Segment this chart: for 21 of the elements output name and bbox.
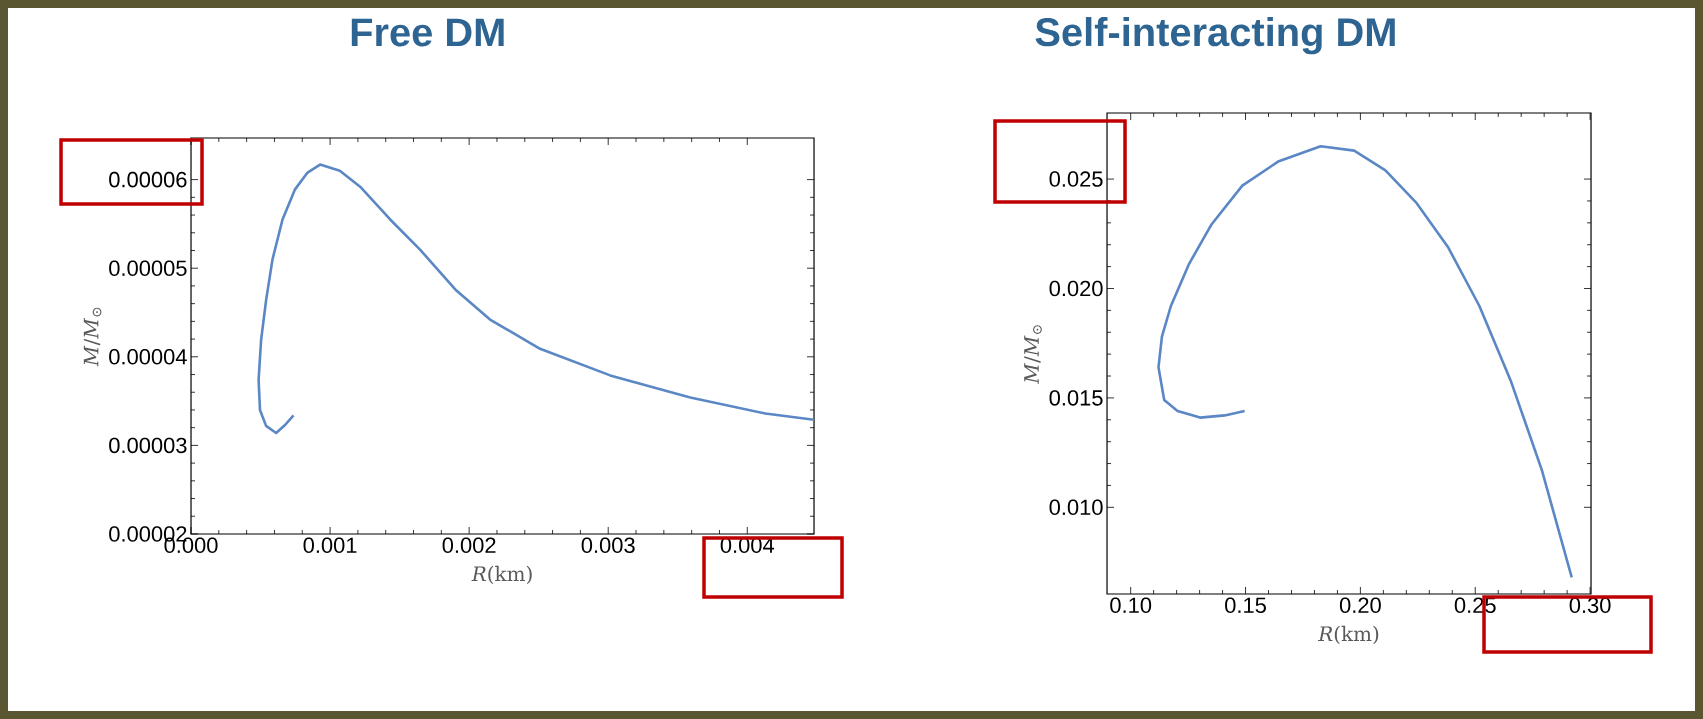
x-tick-label: 0.15 bbox=[1225, 597, 1266, 614]
y-tick-label: 0.010 bbox=[1049, 499, 1103, 516]
x-tick-label: 0.10 bbox=[1110, 597, 1152, 614]
y-tick-label: 0.025 bbox=[1049, 171, 1103, 187]
x-tick-label: 0.20 bbox=[1339, 597, 1381, 614]
y-tick-label: 0.00003 bbox=[109, 437, 187, 454]
x-tick-label: 0.002 bbox=[442, 537, 496, 554]
y-tick-label: 0.00006 bbox=[109, 171, 187, 188]
y-tick-label: 0.020 bbox=[1049, 280, 1103, 297]
x-tick-label: 0.001 bbox=[303, 537, 357, 554]
line-series bbox=[1157, 144, 1574, 579]
y-tick-label: 0.00004 bbox=[109, 349, 187, 365]
x-tick-label: 0.30 bbox=[1569, 597, 1611, 614]
y-tick-label: 0.00005 bbox=[109, 260, 187, 276]
y-tick-label: 0.015 bbox=[1049, 390, 1103, 406]
chart-title: Free DM bbox=[351, 18, 504, 47]
line-series bbox=[257, 163, 815, 435]
x-axis-title: R(km) bbox=[1317, 625, 1379, 645]
x-axis-title: R(km) bbox=[471, 565, 532, 585]
chart-title: Self-interacting DM bbox=[1035, 17, 1395, 55]
x-tick-label: 0.003 bbox=[581, 537, 635, 554]
